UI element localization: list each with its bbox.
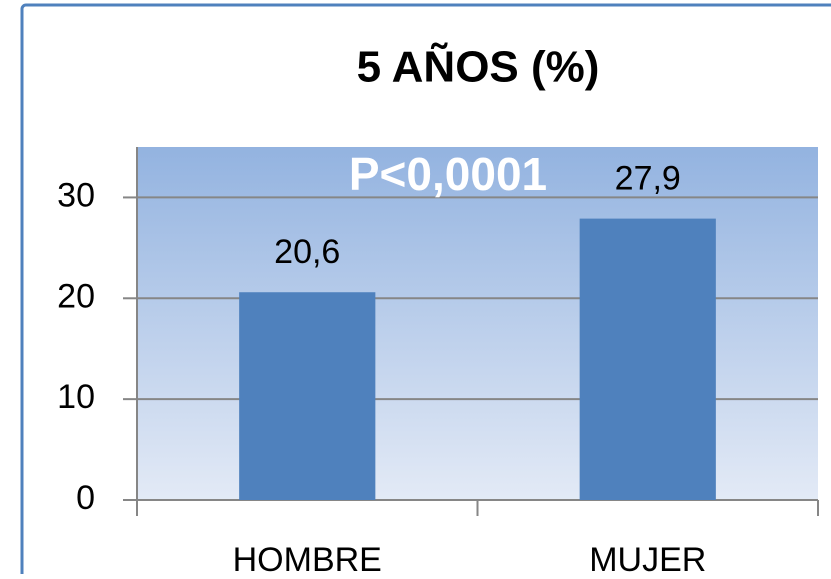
bar xyxy=(579,218,716,500)
y-tick-label: 0 xyxy=(76,479,95,517)
y-tick-label: 20 xyxy=(57,277,95,315)
data-label: 20,6 xyxy=(274,233,340,271)
data-label: 27,9 xyxy=(615,160,681,198)
annotation: P<0,0001 xyxy=(349,148,547,200)
chart-title: 5 AÑOS (%) xyxy=(357,42,600,92)
x-tick-label: HOMBRE xyxy=(233,541,382,574)
y-tick-label: 30 xyxy=(57,176,95,214)
x-tick-label: MUJER xyxy=(589,541,706,574)
y-tick-label: 10 xyxy=(57,378,95,416)
bar xyxy=(239,292,376,500)
